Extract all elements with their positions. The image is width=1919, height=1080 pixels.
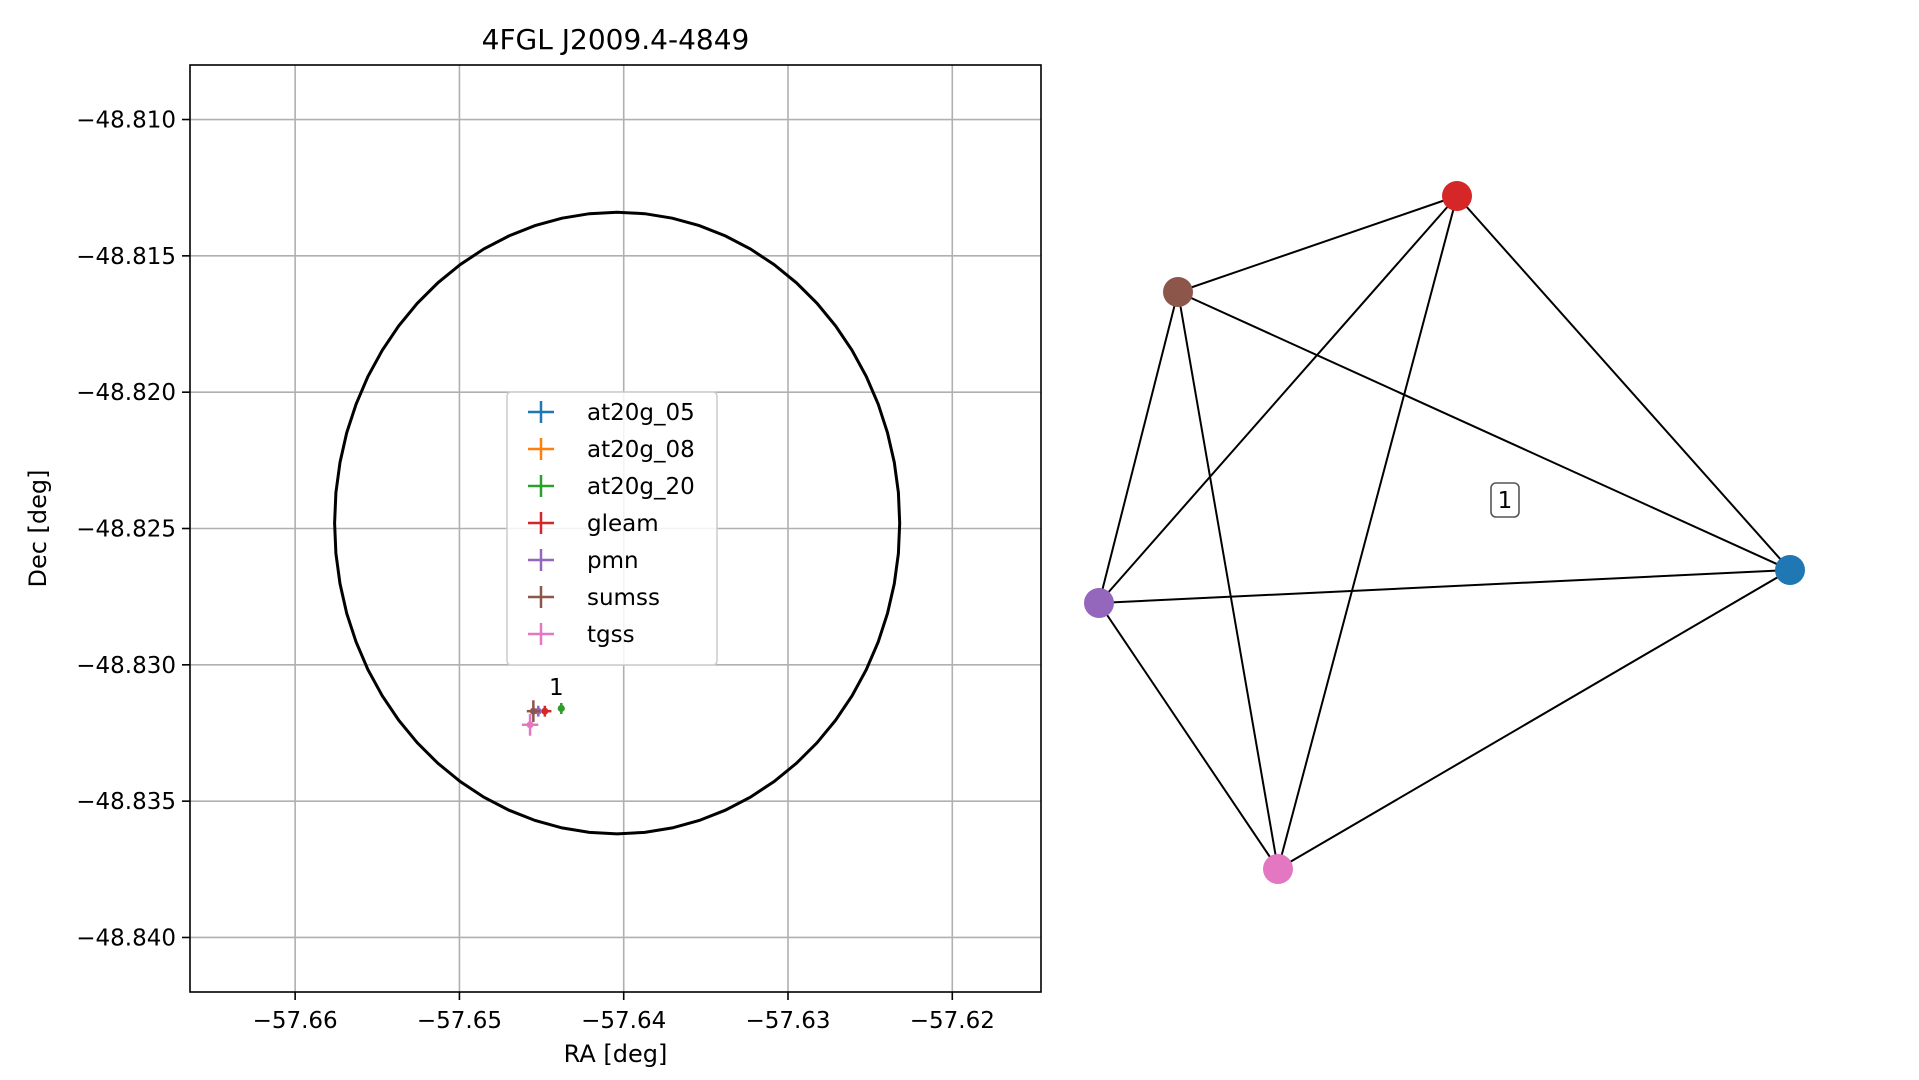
legend-entry-at20g_08: at20g_08 (528, 437, 695, 463)
graph-node-red (1442, 181, 1472, 211)
graph-edge-red-brown (1177, 195, 1458, 293)
graph-node-pink (1263, 854, 1293, 884)
legend-label: at20g_08 (587, 437, 695, 463)
graph-edge-brown-pink (1177, 291, 1279, 870)
source-position-plot: 4FGL J2009.4-4849 1 −57.66 −57.65 −57.64 −5… (24, 23, 1042, 1068)
legend-box (506, 391, 718, 666)
x-tick-label: −57.65 (417, 1008, 502, 1034)
x-tick-label: −57.63 (745, 1008, 830, 1034)
y-tick-label: −48.840 (76, 925, 176, 951)
axis-ticks: −57.66 −57.65 −57.64 −57.63 −57.62 −48.810 −48… (76, 108, 995, 1034)
graph-edge-purple-blue (1098, 569, 1791, 604)
y-axis-label: Dec [deg] (24, 469, 52, 587)
y-tick-label: −48.815 (76, 244, 176, 270)
x-tick-label: −57.62 (910, 1008, 995, 1034)
y-tick-label: −48.825 (76, 517, 176, 543)
legend-label: pmn (587, 548, 639, 574)
series-point-at20g_20 (557, 702, 565, 714)
legend-label: sumss (587, 585, 660, 611)
x-tick-label: −57.66 (253, 1008, 338, 1034)
legend-label: at20g_20 (587, 474, 695, 500)
y-tick-label: −48.835 (76, 789, 176, 815)
annotations: 1 (549, 675, 564, 701)
graph-edge-red-purple (1098, 195, 1458, 604)
graph-nodes (1084, 181, 1805, 884)
graph-edge-red-blue (1456, 195, 1791, 571)
legend-label: tgss (587, 622, 635, 648)
data-point-marker (529, 707, 537, 715)
series-point-gleam (538, 705, 552, 717)
data-point-marker (557, 704, 565, 712)
ellipse-layer (333, 210, 902, 836)
graph-node-blue (1775, 555, 1805, 585)
legend-entry-tgss: tgss (528, 622, 635, 648)
legend-entry-sumss: sumss (528, 585, 660, 611)
x-tick-label: −57.64 (581, 1008, 666, 1034)
series-point-tgss (521, 713, 539, 736)
y-tick-label: −48.830 (76, 653, 176, 679)
cluster-label-box (1490, 482, 1520, 518)
association-graph: 1 (1084, 181, 1805, 884)
x-axis-label: RA [deg] (564, 1040, 668, 1068)
graph-edge-brown-purple (1098, 291, 1179, 604)
data-point-marker (541, 707, 549, 715)
point-annotation: 1 (549, 675, 564, 701)
localization-ellipse (333, 210, 902, 836)
graph-edge-red-pink (1277, 195, 1458, 870)
legend-entry-at20g_05: at20g_05 (528, 400, 695, 426)
data-point-marker (526, 721, 534, 729)
legend-label: gleam (587, 511, 659, 537)
y-tick-label: −48.820 (76, 380, 176, 406)
cluster-label: 1 (1498, 488, 1513, 514)
data-points (521, 700, 565, 736)
plot-title: 4FGL J2009.4-4849 (482, 23, 750, 56)
graph-node-brown (1163, 277, 1193, 307)
graph-edge-brown-blue (1177, 291, 1791, 571)
graph-edges (1098, 195, 1791, 870)
legend-label: at20g_05 (587, 400, 695, 426)
legend-entry-pmn: pmn (528, 548, 639, 574)
legend-entry-gleam: gleam (528, 511, 659, 537)
cluster-label-group: 1 (1490, 482, 1520, 518)
legend-entry-at20g_20: at20g_20 (528, 474, 695, 500)
graph-node-purple (1084, 588, 1114, 618)
graph-edge-purple-pink (1098, 602, 1279, 870)
y-tick-label: −48.810 (76, 108, 176, 134)
series-point-sumss (526, 700, 540, 723)
graph-edge-pink-blue (1277, 569, 1791, 870)
